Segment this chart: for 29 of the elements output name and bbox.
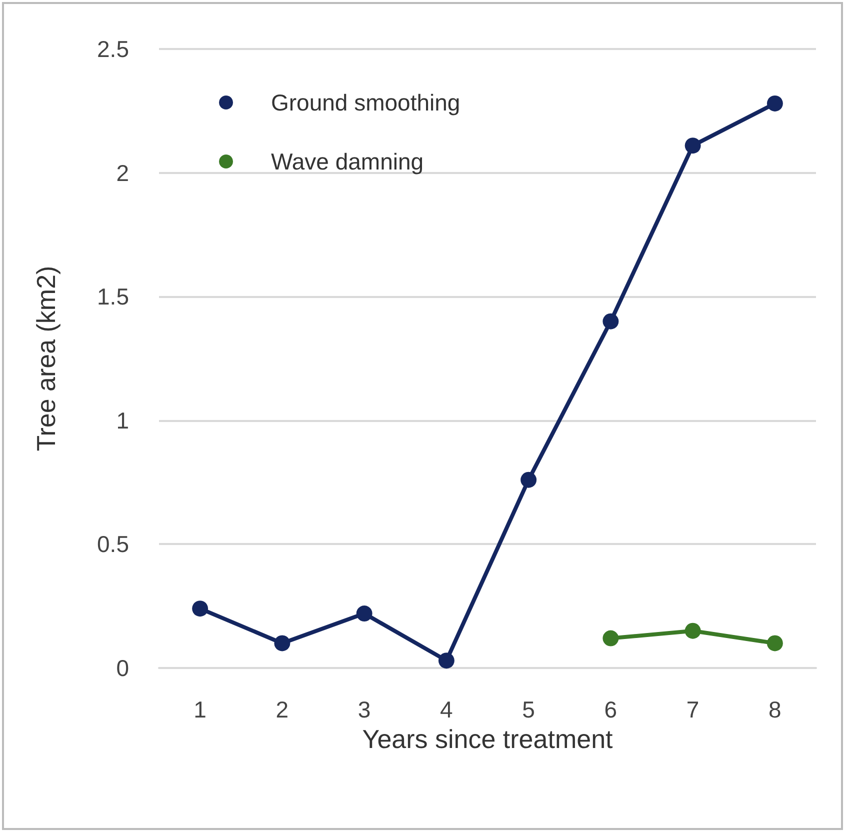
point	[684, 622, 701, 639]
y-axis-title: Tree area (km2)	[31, 266, 61, 452]
x-tick-label: 7	[686, 696, 700, 722]
legend-label: Ground smoothing	[271, 90, 460, 116]
point	[192, 600, 208, 617]
y-tick-label: 1	[116, 407, 129, 434]
x-tick-label: 5	[522, 696, 535, 722]
y-tick-label: 0.5	[97, 531, 129, 558]
point	[520, 472, 537, 488]
point	[356, 606, 372, 622]
y-tick-label: 2	[116, 160, 129, 186]
point	[602, 313, 619, 330]
y-tick-label: 0	[116, 655, 129, 681]
x-tick-label: 2	[276, 696, 289, 722]
point	[602, 630, 619, 646]
x-tick-label: 4	[440, 696, 454, 722]
x-axis-title: Years since treatment	[362, 724, 614, 754]
point	[766, 95, 783, 112]
x-tick-label: 3	[358, 696, 371, 722]
y-tick-label: 1.5	[97, 284, 129, 310]
point	[438, 652, 454, 669]
x-tick-label: 1	[194, 696, 206, 722]
x-tick-label: 8	[768, 696, 782, 722]
legend-label: Wave damning	[271, 148, 424, 174]
point	[274, 635, 290, 652]
point	[684, 138, 701, 154]
y-tick-label: 2.5	[97, 36, 129, 62]
point	[766, 635, 783, 652]
x-tick-label: 6	[604, 696, 618, 722]
